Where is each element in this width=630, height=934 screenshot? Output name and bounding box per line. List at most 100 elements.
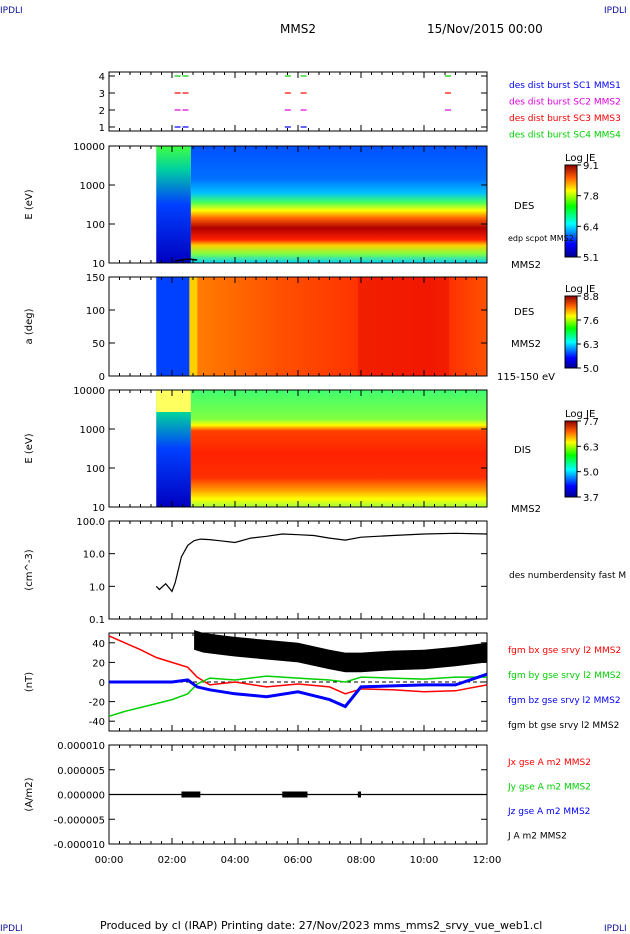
header-title: MMS2	[280, 22, 316, 36]
burst-panel-ytick-label: 3	[99, 89, 105, 100]
current-panel-ylabel: (A/m2)	[24, 777, 35, 811]
des-pitch-colorbar-label: 5.0	[583, 364, 599, 375]
corner-label-tl: IPDLI	[0, 6, 23, 16]
burst-legend-3: des dist burst SC3 MMS3	[509, 114, 621, 124]
dis-energy-colorbar-label: 3.7	[583, 493, 599, 504]
density-legend: des numberdensity fast M	[509, 571, 626, 581]
density-line	[155, 532, 488, 593]
xaxis-tick-label: 04:00	[221, 855, 250, 866]
dis-energy-ytick-label: 10000	[73, 386, 105, 397]
dis-energy-ytick-label: 10	[92, 503, 105, 514]
bfield-legend-2: fgm by gse srvy l2 MMS2	[508, 671, 621, 681]
des-pitch-colorbar-label: 7.6	[583, 316, 599, 327]
current-panel-ytick-label: -0.000005	[54, 815, 105, 826]
current-legend-1: Jx gse A m2 MMS2	[507, 758, 591, 768]
burst-panel-ytick-label: 1	[99, 123, 105, 134]
current-panel-ytick-label: 0.000005	[57, 766, 105, 777]
current-panel-ytick-label: -0.000010	[54, 840, 105, 851]
xaxis-tick-label: 08:00	[347, 855, 376, 866]
density-panel-ylabel: (cm^-3)	[24, 549, 35, 590]
des-energy-early	[156, 146, 191, 263]
des-energy-colorbar-label: 9.1	[583, 161, 599, 172]
dis-energy-colorbar-label: 6.3	[583, 442, 599, 453]
current-burst	[181, 791, 201, 798]
dis-energy-ytick-label: 1000	[80, 425, 105, 436]
des-pitch-edge	[189, 277, 198, 376]
des-pitch-ytick-label: 150	[86, 273, 105, 284]
des-energy-ylabel: E (eV)	[24, 189, 35, 219]
des-pitch-core	[357, 277, 450, 376]
burst-panel-frame	[108, 71, 488, 132]
density-panel-ytick-label: 1.0	[89, 582, 105, 593]
bfield-panel-ytick-label: -40	[89, 717, 105, 728]
dis-energy-label: DIS	[514, 445, 531, 456]
dis-energy-colorbar	[564, 420, 578, 498]
burst-panel-ytick-label: 2	[99, 106, 105, 117]
xaxis-tick-label: 00:00	[95, 855, 124, 866]
des-energy-sc-label: MMS2	[511, 260, 541, 271]
bfield-panel-ytick-label: -20	[89, 698, 105, 709]
header-date: 15/Nov/2015 00:00	[427, 22, 543, 36]
burst-legend-4: des dist burst SC4 MMS4	[509, 131, 621, 141]
bfield-legend-3: fgm bz gse srvy l2 MMS2	[508, 696, 621, 706]
current-legend-2: Jy gse A m2 MMS2	[507, 783, 591, 793]
des-pitch-colorbar-label: 6.3	[583, 340, 599, 351]
current-burst	[357, 791, 361, 798]
corner-label-br: IPDLI	[604, 924, 627, 934]
des-energy-scpot-label: edp scpot MMS2	[508, 234, 574, 243]
des-energy-axes: 10000 1000 100 10 E (eV)	[24, 142, 488, 270]
current-panel-ytick-label: 0.000000	[57, 791, 105, 802]
des-energy-colorbar-label: 7.8	[583, 192, 599, 203]
bfield-legend-4: fgm bt gse srvy l2 MMS2	[508, 721, 619, 731]
burst-legend-1: des dist burst SC1 MMS1	[509, 81, 621, 91]
footer-credits: Produced by cl (IRAP) Printing date: 27/…	[100, 919, 543, 932]
des-pitch-sc-label: MMS2	[511, 339, 541, 350]
xaxis-tick-label: 12:00	[473, 855, 502, 866]
burst-panel-axes: 4 3 2 1	[99, 71, 488, 134]
dis-energy-colorbar-label: 5.0	[583, 468, 599, 479]
bfield-line-3	[109, 672, 488, 709]
current-burst	[282, 791, 308, 798]
density-panel-ytick-label: 100.0	[76, 517, 105, 528]
xaxis-tick-label: 02:00	[158, 855, 187, 866]
burst-panel-ytick-label: 4	[99, 72, 105, 83]
dis-energy-body	[190, 390, 487, 507]
bfield-panel-ytick-label: 20	[92, 658, 105, 669]
des-energy-scpot	[175, 258, 198, 262]
corner-label-tr: IPDLI	[604, 6, 627, 16]
bfield-line-2	[108, 675, 487, 718]
bfield-bt-band	[194, 630, 487, 673]
corner-label-bl: IPDLI	[0, 924, 23, 934]
bfield-legend-1: fgm bx gse srvy l2 MMS2	[508, 646, 621, 656]
des-energy-ytick-label: 1000	[80, 181, 105, 192]
bfield-panel-ytick-label: 40	[92, 639, 105, 650]
current-legend-4: J A m2 MMS2	[507, 832, 567, 842]
xaxis-tick-label: 10:00	[410, 855, 439, 866]
bfield-panel-ylabel: (nT)	[24, 672, 35, 692]
des-pitch-label: DES	[514, 307, 534, 318]
bfield-line-1	[108, 635, 488, 695]
des-energy-colorbar-label: 5.1	[583, 253, 599, 264]
dis-energy-sc-label: MMS2	[511, 504, 541, 515]
des-pitch-early	[156, 277, 191, 376]
des-pitch-colorbar-title: Log JE	[565, 284, 595, 295]
des-energy-colorbar	[564, 164, 578, 258]
bfield-panel-ytick-label: 0	[99, 678, 105, 689]
des-energy-ytick-label: 100	[86, 220, 105, 231]
density-panel-ytick-label: 10.0	[83, 550, 105, 561]
des-energy-body	[190, 146, 487, 263]
current-panel-axes: 0.000010 0.000005 0.000000 -0.000005 -0.0000…	[24, 741, 488, 851]
xaxis-tick-label: 06:00	[284, 855, 313, 866]
density-panel-axes: 100.0 10.0 1.0 0.1 (cm^-3)	[24, 517, 488, 626]
des-energy-colorbar-title: Log JE	[565, 153, 595, 164]
burst-legend-2: des dist burst SC2 MMS2	[509, 98, 621, 108]
dis-energy-colorbar-title: Log JE	[565, 409, 595, 420]
density-panel-frame	[108, 520, 488, 620]
des-pitch-colorbar-label: 8.8	[583, 292, 599, 303]
current-panel-ytick-label: 0.000010	[57, 741, 105, 752]
current-legend-3: Jz gse A m2 MMS2	[507, 807, 590, 817]
dis-energy-ytick-label: 100	[86, 464, 105, 475]
des-energy-colorbar-label: 6.4	[583, 222, 599, 233]
dis-energy-ylabel: E (eV)	[24, 433, 35, 463]
